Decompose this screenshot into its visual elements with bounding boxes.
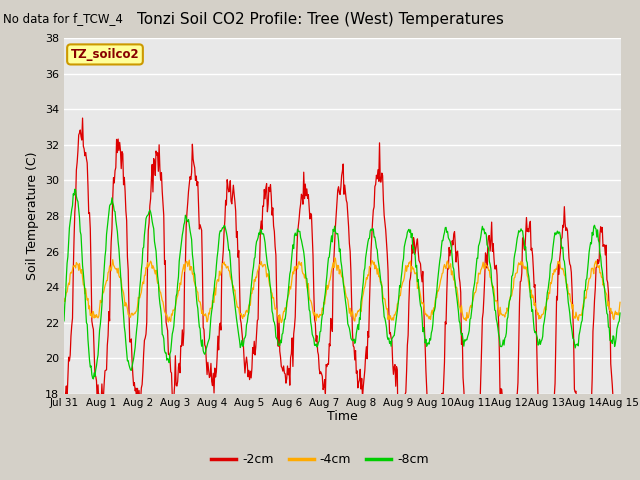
- -4cm: [60, 296, 68, 302]
- -4cm: [275, 320, 283, 325]
- -8cm: [428, 330, 435, 336]
- Text: No data for f_TCW_4: No data for f_TCW_4: [3, 12, 123, 25]
- Y-axis label: Soil Temperature (C): Soil Temperature (C): [26, 152, 39, 280]
- Line: -8cm: -8cm: [64, 189, 620, 379]
- -8cm: [71, 186, 79, 192]
- -4cm: [127, 311, 135, 316]
- -2cm: [616, 438, 624, 444]
- -2cm: [427, 430, 435, 436]
- X-axis label: Time: Time: [327, 410, 358, 423]
- -8cm: [616, 310, 624, 316]
- -8cm: [215, 240, 223, 245]
- -2cm: [70, 236, 78, 241]
- -8cm: [90, 376, 97, 382]
- -2cm: [542, 476, 550, 480]
- Legend: -2cm, -4cm, -8cm: -2cm, -4cm, -8cm: [206, 448, 434, 471]
- -2cm: [128, 357, 136, 363]
- -4cm: [616, 300, 624, 305]
- -4cm: [213, 278, 221, 284]
- -4cm: [331, 255, 339, 261]
- -8cm: [129, 360, 137, 365]
- -2cm: [214, 333, 221, 339]
- -2cm: [410, 239, 418, 245]
- -4cm: [412, 271, 419, 277]
- Text: Tonzi Soil CO2 Profile: Tree (West) Temperatures: Tonzi Soil CO2 Profile: Tree (West) Temp…: [136, 12, 504, 27]
- -4cm: [184, 264, 191, 269]
- Line: -4cm: -4cm: [64, 258, 620, 323]
- Line: -2cm: -2cm: [64, 118, 620, 479]
- -8cm: [70, 192, 78, 198]
- -2cm: [79, 115, 86, 121]
- -8cm: [412, 252, 419, 258]
- -2cm: [185, 189, 193, 194]
- -2cm: [60, 423, 68, 429]
- -8cm: [60, 318, 68, 324]
- -4cm: [70, 264, 78, 269]
- -4cm: [428, 310, 435, 316]
- -8cm: [186, 223, 193, 228]
- Text: TZ_soilco2: TZ_soilco2: [70, 48, 140, 61]
